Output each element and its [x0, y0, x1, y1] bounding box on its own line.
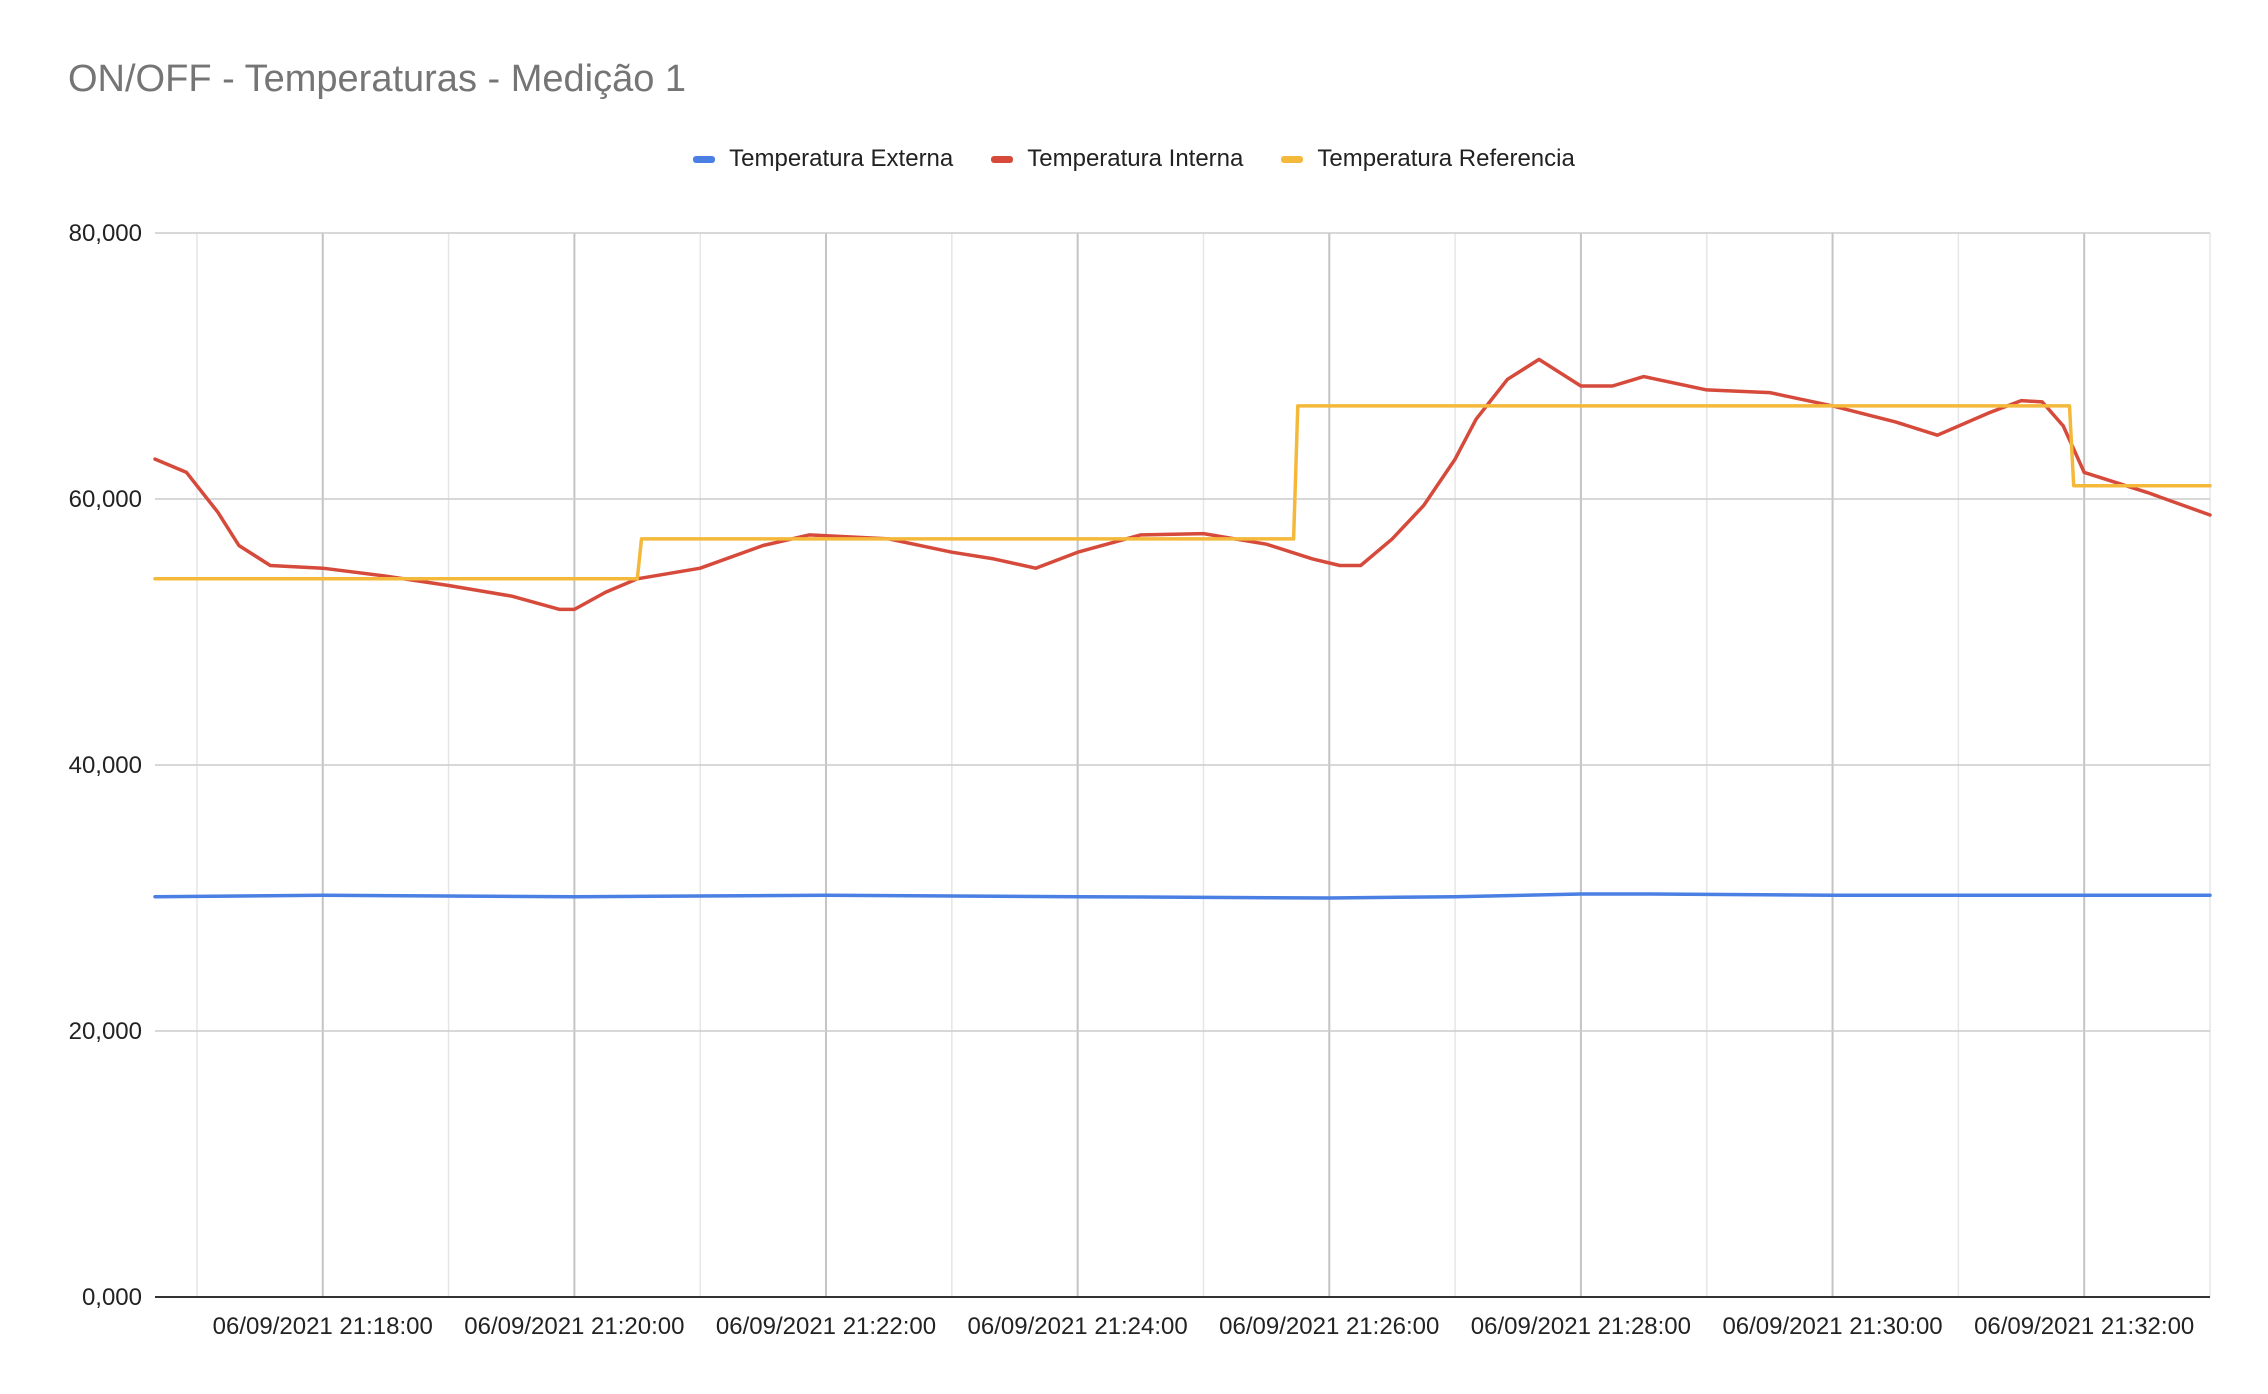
legend-item-interna[interactable]: Temperatura Interna — [991, 145, 1243, 173]
legend-swatch-externa — [693, 155, 716, 163]
series-line-temperatura-interna[interactable] — [153, 357, 2212, 612]
x-tick-label: 06/09/2021 21:24:00 — [968, 1313, 1188, 1340]
x-axis-ticks: 06/09/2021 21:18:00 06/09/2021 21:20:00 06… — [213, 1313, 2195, 1340]
series-line-temperatura-externa[interactable] — [153, 892, 2212, 900]
legend-item-externa[interactable]: Temperatura Externa — [693, 145, 953, 173]
legend-item-referencia[interactable]: Temperatura Referencia — [1281, 145, 1575, 173]
y-tick-label: 0,000 — [82, 1284, 142, 1311]
x-tick-label: 06/09/2021 21:20:00 — [464, 1313, 684, 1340]
y-tick-label: 20,000 — [69, 1018, 142, 1045]
x-tick-label: 06/09/2021 21:18:00 — [213, 1313, 433, 1340]
x-tick-label: 06/09/2021 21:22:00 — [716, 1313, 936, 1340]
legend-label-referencia: Temperatura Referencia — [1317, 145, 1575, 172]
y-tick-label: 60,000 — [69, 486, 142, 513]
legend-label-interna: Temperatura Interna — [1027, 145, 1244, 172]
x-tick-label: 06/09/2021 21:32:00 — [1974, 1313, 2194, 1340]
legend: Temperatura Externa Temperatura Interna … — [0, 145, 2268, 173]
y-axis-ticks: 0,000 20,000 40,000 60,000 80,000 — [69, 220, 142, 1311]
series-lines — [153, 357, 2212, 900]
series-line-temperatura-referencia[interactable] — [153, 404, 2212, 581]
y-tick-label: 40,000 — [69, 752, 142, 779]
x-tick-label: 06/09/2021 21:30:00 — [1722, 1313, 1942, 1340]
major-gridlines — [155, 232, 2210, 1297]
x-tick-label: 06/09/2021 21:26:00 — [1219, 1313, 1439, 1340]
chart-title: ON/OFF - Temperaturas - Medição 1 — [68, 58, 687, 100]
x-tick-label: 06/09/2021 21:28:00 — [1471, 1313, 1691, 1340]
y-tick-label: 80,000 — [69, 220, 142, 247]
legend-label-externa: Temperatura Externa — [729, 145, 954, 172]
legend-swatch-referencia — [1281, 155, 1304, 163]
legend-swatch-interna — [991, 155, 1014, 163]
